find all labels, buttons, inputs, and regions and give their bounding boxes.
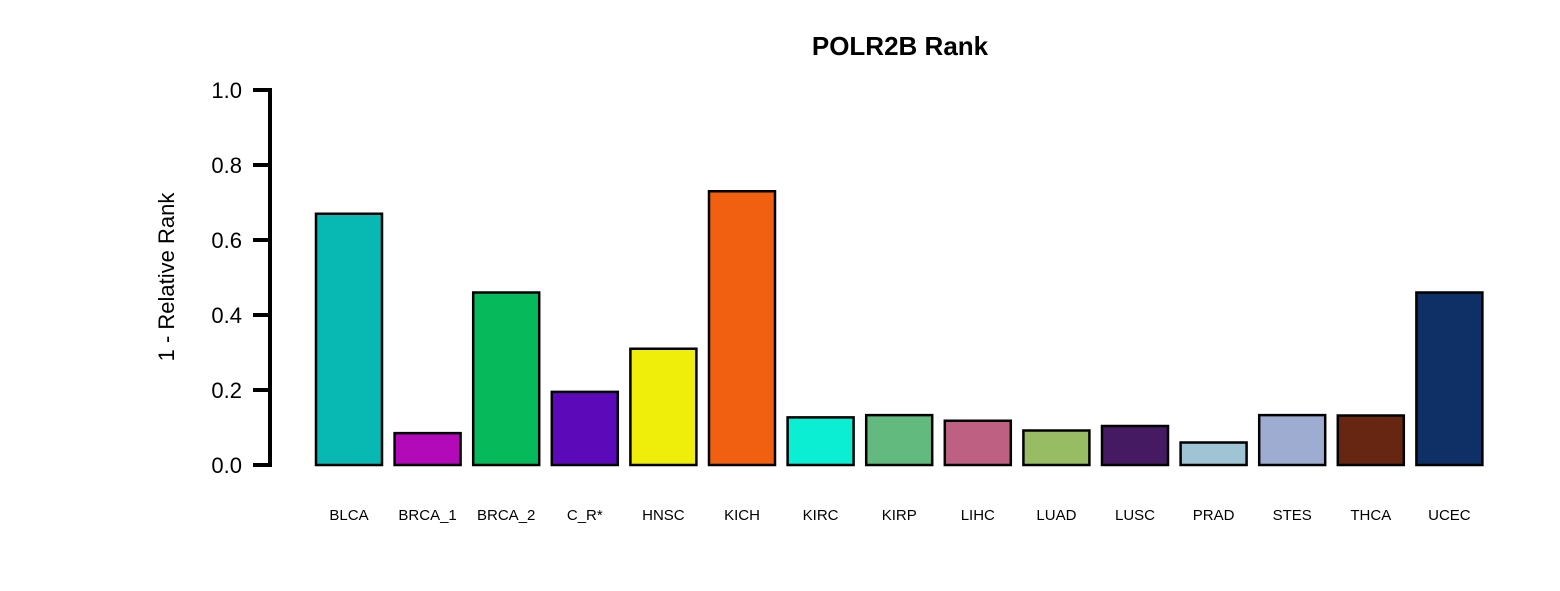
x-tick-label: KIRC	[803, 507, 839, 524]
y-axis: 0.0 0.2 0.4 0.6 0.8 1.0	[211, 78, 272, 478]
x-tick-label: THCA	[1350, 507, 1391, 524]
bar-hnsc	[629, 347, 698, 467]
chart-title: POLR2B Rank	[812, 31, 989, 61]
x-tick-label: LUSC	[1115, 507, 1155, 524]
y-axis-label: 1 - Relative Rank	[154, 192, 179, 362]
bar-luad	[1022, 429, 1091, 467]
bar-brca-2	[471, 291, 541, 467]
x-tick-labels: BLCA BRCA_1 BRCA_2 C_R* HNSC KICH KIRC KIRP LIHC…	[329, 507, 1470, 524]
x-tick-label: BRCA_2	[477, 507, 535, 524]
bar-brca-1	[393, 431, 462, 467]
bars-group	[314, 190, 1484, 467]
bar-kirc	[786, 416, 855, 467]
bar-prad	[1179, 441, 1248, 467]
y-tick-label: 0.0	[211, 453, 242, 478]
x-tick-label: HNSC	[642, 507, 685, 524]
y-tick-label: 0.8	[211, 153, 242, 178]
x-tick-label: UCEC	[1428, 507, 1471, 524]
x-tick-label: PRAD	[1193, 507, 1235, 524]
bar-blca	[314, 212, 384, 467]
x-tick-label: LUAD	[1036, 507, 1076, 524]
bar-stes	[1257, 413, 1327, 467]
x-tick-label: STES	[1273, 507, 1312, 524]
bar-kich	[707, 190, 777, 467]
bar-c-r	[550, 390, 620, 467]
y-tick-label: 0.6	[211, 228, 242, 253]
x-tick-label: BLCA	[329, 507, 368, 524]
x-tick-label: C_R*	[567, 507, 603, 524]
bar-lusc	[1100, 424, 1170, 467]
x-tick-label: LIHC	[961, 507, 995, 524]
x-tick-label: KIRP	[882, 507, 917, 524]
x-tick-label: KICH	[724, 507, 760, 524]
y-tick-label: 0.2	[211, 378, 242, 403]
bar-kirp	[864, 413, 934, 467]
bar-ucec	[1415, 291, 1484, 467]
bar-lihc	[943, 419, 1013, 467]
y-tick-label: 1.0	[211, 78, 242, 103]
y-tick-label: 0.4	[211, 303, 242, 328]
bar-thca	[1336, 414, 1406, 467]
x-tick-label: BRCA_1	[398, 507, 456, 524]
